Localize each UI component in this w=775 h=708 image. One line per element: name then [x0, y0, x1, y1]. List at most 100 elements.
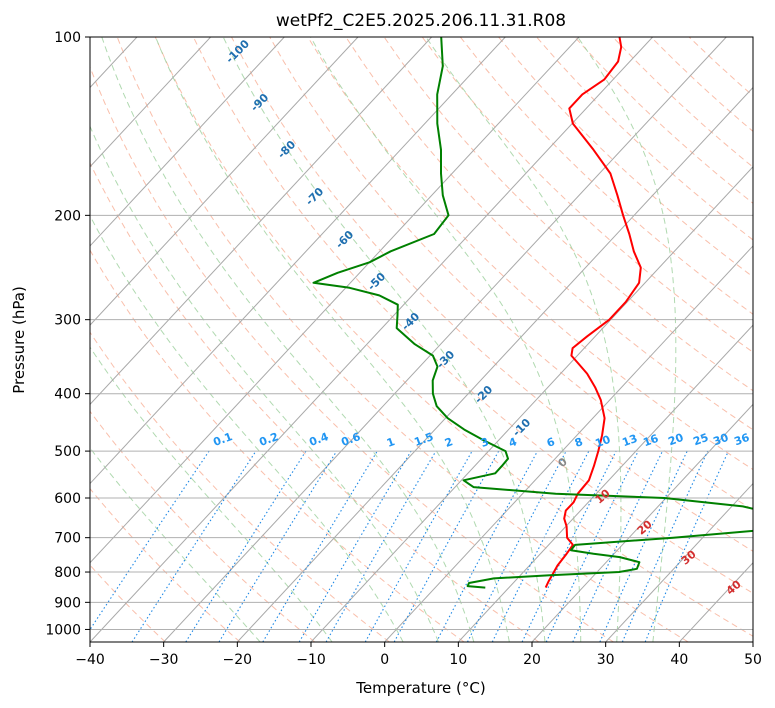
moist-adiabat-line [425, 37, 622, 642]
dry-adiabat-label: -50 [365, 270, 388, 293]
dry-adiabat-line [307, 37, 753, 471]
moist-adiabat-line [101, 37, 475, 642]
dry-adiabat-label: -60 [333, 228, 356, 251]
dry-adiabat-line [116, 37, 689, 642]
x-tick-label: −20 [223, 652, 253, 668]
mixing-ratio-label: 1.5 [412, 430, 435, 449]
mixing-ratio-label: 0.4 [307, 430, 330, 449]
mixing-ratio-label: 0.6 [339, 430, 362, 449]
mixing-ratio-label: 36 [732, 431, 751, 449]
y-tick-label: 300 [54, 313, 81, 329]
mixing-ratio-line [185, 450, 307, 642]
mixing-ratio-line [218, 450, 338, 642]
mixing-ratio-label: 4 [507, 435, 519, 450]
x-tick-label: 0 [380, 652, 389, 668]
dewpoint-profile-line [312, 37, 753, 589]
chart-title: wetPf2_C2E5.2025.206.11.31.R08 [276, 11, 566, 31]
moist-adiabat-label: 20 [635, 517, 655, 537]
y-tick-label: 900 [54, 595, 81, 611]
dry-adiabat-line [421, 37, 753, 353]
background-lines [90, 37, 753, 642]
dry-adiabat-line [90, 331, 390, 642]
isotherm-line [90, 37, 359, 326]
moist-adiabat-line [90, 125, 439, 642]
moist-adiabat-line [90, 346, 333, 642]
y-tick-label: 1000 [45, 622, 81, 638]
mixing-ratio-label: 0.1 [211, 430, 234, 449]
mixing-ratio-label: 25 [691, 431, 710, 448]
moist-adiabat-line [90, 214, 404, 642]
isotherm-line [605, 482, 753, 642]
isotherm-line [310, 165, 753, 642]
mixing-ratio-line [262, 450, 378, 642]
dry-adiabat-line [90, 161, 540, 642]
isotherm-line [90, 37, 285, 247]
dry-adiabat-line [90, 65, 614, 642]
mixing-ratio-line [435, 450, 538, 642]
dry-adiabat-label: -90 [248, 91, 271, 114]
mixing-ratio-line [90, 450, 210, 631]
y-tick-label: 200 [54, 208, 81, 224]
plot-frame [89, 36, 754, 643]
mixing-ratio-line [621, 450, 709, 642]
dry-adiabat-label: -70 [303, 185, 326, 208]
isopleth-labels: -100-90-80-70-60-50-40-30-20-100.1 0.2 0.4… [211, 37, 751, 597]
dry-adiabat-line [192, 37, 753, 594]
isotherm-line [90, 37, 654, 642]
y-tick-label: 600 [54, 491, 81, 507]
dry-adiabat-line [90, 487, 241, 642]
mixing-ratio-label: 13 [620, 432, 639, 449]
mixing-ratio-label: 1 [385, 435, 397, 450]
dry-adiabat-line [90, 249, 465, 642]
dry-adiabat-line [688, 37, 753, 97]
moist-adiabat-line [222, 37, 546, 642]
moist-adiabat-label: 40 [724, 577, 744, 597]
y-tick-label: 700 [54, 531, 81, 547]
isotherm-line [752, 641, 753, 642]
dry-adiabat-label: -40 [399, 310, 422, 333]
x-tick-label: 30 [597, 652, 615, 668]
mixing-ratio-line [393, 450, 500, 642]
isotherm-line [90, 37, 433, 406]
moist-adiabat-line [577, 37, 677, 642]
dry-adiabat-line [612, 37, 753, 168]
mixing-ratio-label: 6 [545, 435, 557, 450]
isotherm-line [90, 37, 212, 168]
x-tick-label: −40 [75, 652, 105, 668]
isotherm-line [384, 245, 753, 642]
dry-adiabat-line [90, 410, 316, 642]
profile-lines [312, 37, 753, 589]
moist-adiabat-line [155, 37, 510, 642]
dry-adiabat-line [269, 37, 753, 511]
isotherm-line [457, 324, 753, 642]
x-tick-label: 10 [449, 652, 467, 668]
mixing-ratio-line [572, 450, 663, 642]
mixing-ratio-label: 10 [593, 433, 612, 451]
mixing-ratio-line [364, 450, 473, 642]
isotherm-line [236, 86, 753, 642]
isotherm-line [90, 37, 580, 564]
mixing-ratio-line [131, 450, 257, 642]
x-tick-label: 40 [670, 652, 688, 668]
mixing-ratio-label: 8 [573, 435, 585, 450]
dry-adiabat-line [498, 37, 753, 278]
dry-adiabat-line [345, 37, 753, 431]
moist-adiabat-label: 10 [593, 486, 613, 506]
x-axis-label: Temperature (°C) [355, 679, 485, 697]
y-axis-label: Pressure (hPa) [10, 286, 28, 394]
mixing-ratio-label: 3 [479, 435, 491, 450]
moist-adiabat-line [90, 447, 261, 642]
mixing-ratio-label: 16 [641, 432, 660, 450]
moist-adiabat-label: 30 [679, 547, 699, 567]
temperature-profile-line [544, 37, 642, 589]
y-axis: 100 200 300 400 500 600 700 800 900 1000 [45, 30, 90, 638]
x-tick-label: 20 [523, 652, 541, 668]
isotherm-line [90, 37, 506, 485]
dry-adiabat-label: -80 [275, 138, 298, 161]
mixing-ratio-line [298, 450, 412, 642]
dry-adiabat-line [231, 37, 753, 552]
mixing-ratio-label: 0.2 [257, 430, 280, 449]
y-tick-label: 100 [54, 30, 81, 46]
